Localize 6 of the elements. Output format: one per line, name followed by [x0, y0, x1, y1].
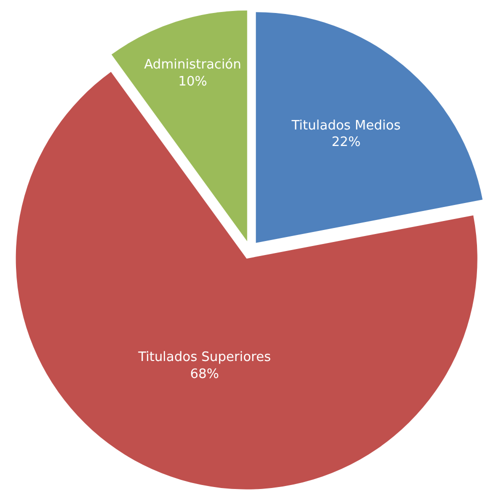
slice-label: Titulados Medios: [290, 118, 401, 134]
slice-label: Titulados Superiores: [137, 350, 272, 365]
slice-label: Administración: [144, 58, 242, 73]
data-label: 68%: [190, 366, 219, 382]
data-label: 10%: [178, 74, 208, 90]
data-label: 22%: [332, 135, 361, 150]
